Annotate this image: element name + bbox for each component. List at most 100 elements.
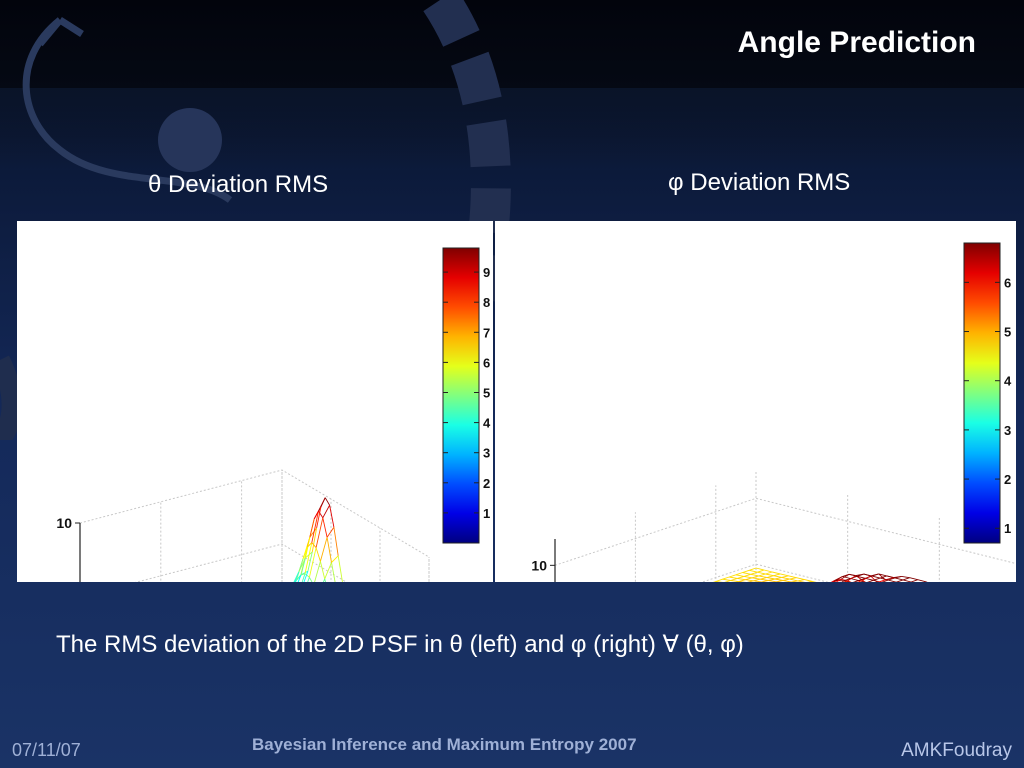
- colorbar-tick-label: 1: [483, 506, 490, 521]
- mesh-line: [842, 576, 851, 579]
- mesh-line: [730, 580, 739, 583]
- mesh-line: [766, 577, 776, 580]
- mesh-line: [326, 526, 335, 538]
- z-grid-line: [554, 497, 1024, 567]
- colorbar-tick-label: 7: [483, 325, 490, 340]
- mesh-line: [315, 547, 321, 562]
- mesh-line: [300, 557, 306, 575]
- mesh-line: [901, 575, 910, 579]
- colorbar-tick-label: 4: [483, 416, 491, 431]
- mesh-line: [322, 504, 330, 519]
- mesh-line: [865, 577, 874, 581]
- mesh-line: [879, 575, 887, 579]
- mesh-line: [773, 575, 782, 578]
- colorbar-tick-label: 4: [1004, 374, 1012, 389]
- mesh-line: [742, 569, 750, 573]
- mesh-line: [296, 574, 302, 581]
- mesh-line: [782, 580, 792, 583]
- y-grid-line: [738, 518, 940, 744]
- mesh-line: [796, 577, 805, 581]
- y-grid-line: [177, 528, 381, 730]
- mesh-line: [797, 580, 806, 584]
- mesh-line: [318, 510, 324, 519]
- mesh-line: [298, 558, 304, 573]
- mesh-line: [862, 575, 871, 581]
- mesh-line: [313, 510, 319, 520]
- mesh-line: [758, 575, 767, 578]
- y-grid-line: [79, 470, 283, 672]
- mesh-line: [847, 575, 857, 582]
- mesh-line: [308, 547, 317, 578]
- y-grid-line: [128, 499, 332, 701]
- left-chart-label: θ Deviation RMS: [148, 171, 329, 198]
- mesh-line: [331, 562, 337, 586]
- mesh-line: [840, 578, 848, 582]
- mesh-line: [742, 572, 751, 575]
- right-chart-label: φ Deviation RMS: [668, 169, 851, 196]
- z-grid-line: [554, 563, 1024, 632]
- mesh-line: [851, 580, 859, 584]
- colorbar-tick-label: 9: [483, 265, 490, 280]
- mesh-line: [765, 571, 773, 575]
- mesh-line: [329, 505, 335, 528]
- mesh-line: [305, 537, 311, 558]
- mesh-line: [873, 577, 881, 581]
- mesh-line: [708, 581, 716, 585]
- colorbar-tick-label: 6: [1004, 275, 1011, 290]
- mesh-line: [737, 577, 746, 581]
- mesh-line: [902, 577, 910, 581]
- mesh-line: [304, 573, 310, 578]
- mesh-line: [319, 561, 326, 580]
- mesh-line: [302, 547, 308, 559]
- mesh-line: [858, 577, 866, 582]
- mesh-line: [757, 569, 765, 573]
- mesh-line: [750, 571, 758, 575]
- tick-labels: 0510010200102030: [52, 515, 398, 768]
- phi-deviation-chart: 0510010200102030φ binθ bin123456: [527, 242, 1024, 767]
- mesh-line: [750, 573, 759, 577]
- mesh-line: [743, 573, 751, 577]
- mesh-line: [878, 573, 887, 577]
- mesh-line: [774, 576, 782, 580]
- mesh-line: [753, 580, 762, 583]
- mesh-line: [309, 577, 315, 586]
- mesh-line: [896, 579, 904, 583]
- mesh-line: [326, 537, 332, 563]
- mesh-line: [745, 579, 754, 582]
- mesh-line: [917, 579, 927, 583]
- mesh-line: [331, 555, 339, 563]
- z-tick-label: 10: [531, 557, 547, 573]
- colorbar: [442, 247, 480, 544]
- colorbar-tick-label: 2: [483, 476, 490, 491]
- colorbar-tick-label: 2: [1004, 472, 1011, 487]
- mesh-line: [857, 575, 866, 579]
- mesh-line: [315, 517, 324, 548]
- mesh-line: [304, 542, 313, 574]
- mesh-line: [751, 575, 759, 579]
- mesh-line: [843, 578, 851, 582]
- mesh-line: [789, 577, 797, 580]
- z-grid-line: [79, 469, 430, 558]
- x-grid-line: [79, 523, 228, 759]
- mesh-line: [743, 575, 753, 579]
- mesh-line: [768, 580, 777, 583]
- mesh-line: [760, 578, 769, 581]
- mesh-line: [735, 574, 745, 577]
- decorative-swirl: [0, 0, 511, 440]
- z-tick-label: 10: [56, 515, 72, 531]
- mesh-line: [749, 567, 757, 571]
- y-grid-line: [646, 495, 849, 721]
- mesh-line: [766, 575, 774, 578]
- mesh-line: [840, 573, 850, 580]
- mesh-line: [311, 527, 318, 552]
- mesh-line: [834, 576, 843, 582]
- mesh-line: [324, 562, 332, 580]
- mesh-line: [774, 578, 784, 581]
- mesh-line: [781, 576, 790, 580]
- mesh-line: [715, 581, 724, 584]
- mesh-line: [737, 575, 745, 579]
- mesh-line: [757, 571, 766, 575]
- mesh-line: [729, 574, 737, 578]
- mesh-line: [902, 579, 912, 583]
- colorbar: [963, 242, 1001, 544]
